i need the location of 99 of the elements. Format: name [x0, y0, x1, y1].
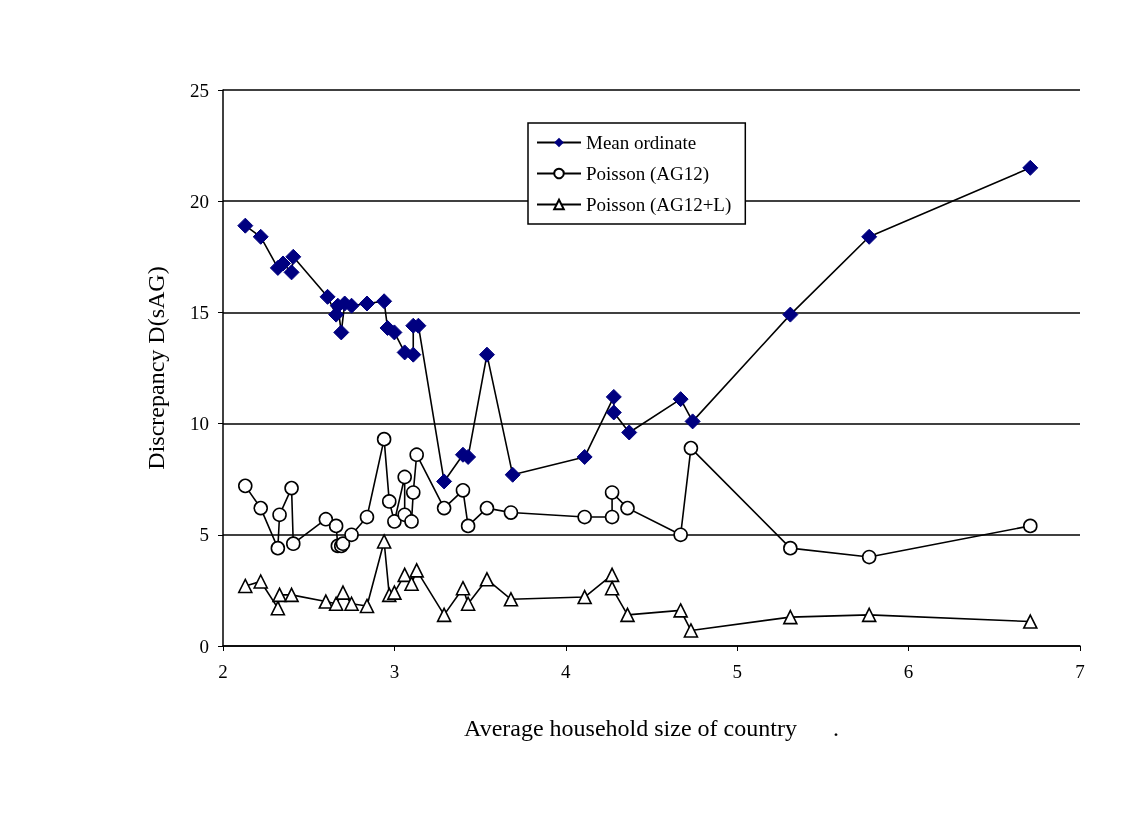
x-tick-label: 3	[389, 661, 400, 682]
point	[405, 485, 421, 500]
point	[359, 509, 375, 525]
point	[577, 589, 592, 605]
point	[376, 293, 393, 310]
point	[237, 578, 253, 594]
point	[436, 500, 452, 516]
y-tick-label: 0	[199, 635, 209, 657]
point	[252, 228, 269, 245]
point	[604, 567, 620, 583]
point	[1022, 159, 1039, 176]
point	[460, 596, 476, 612]
point	[684, 413, 701, 430]
legend-label: Poisson (AG12)	[586, 163, 709, 185]
point	[409, 447, 424, 463]
point	[284, 480, 299, 496]
y-tick-label: 5	[199, 524, 209, 546]
point	[285, 248, 302, 265]
point	[328, 596, 344, 612]
x-tick-label: 7	[1075, 661, 1085, 682]
point	[455, 483, 471, 498]
point	[479, 500, 495, 516]
point	[1023, 518, 1038, 534]
point	[376, 534, 392, 549]
point	[344, 596, 359, 612]
point	[460, 518, 476, 534]
point	[253, 574, 269, 589]
point	[359, 598, 375, 614]
point	[335, 585, 351, 600]
point	[683, 440, 699, 456]
y-tick-label: 15	[190, 301, 209, 323]
point	[270, 540, 286, 556]
point	[270, 600, 286, 616]
point	[318, 594, 334, 609]
point	[604, 485, 620, 500]
point	[284, 587, 299, 603]
point	[479, 571, 495, 587]
x-tick-label: 6	[903, 661, 914, 682]
point	[620, 500, 635, 516]
point	[576, 448, 593, 465]
point	[683, 623, 699, 638]
point	[577, 509, 592, 525]
point	[358, 295, 375, 312]
point	[397, 469, 412, 485]
point	[605, 388, 622, 405]
point	[272, 507, 287, 523]
x-axis-title: Average household size of country .	[464, 715, 839, 741]
point	[387, 585, 402, 600]
point	[397, 567, 412, 583]
point	[237, 217, 254, 234]
point	[409, 563, 424, 578]
point	[272, 587, 287, 603]
point	[436, 607, 452, 623]
point	[455, 580, 471, 596]
point	[1022, 614, 1038, 629]
point	[783, 609, 798, 625]
point	[861, 228, 878, 245]
point	[344, 527, 359, 543]
point	[621, 424, 638, 441]
point	[620, 607, 635, 623]
point	[285, 536, 301, 551]
point	[605, 404, 622, 421]
point	[504, 466, 521, 483]
point	[673, 527, 688, 543]
point	[503, 505, 519, 520]
point	[782, 306, 799, 323]
point	[318, 511, 334, 527]
point	[328, 518, 344, 534]
x-tick-label: 5	[732, 661, 742, 682]
point	[274, 255, 291, 272]
point	[604, 509, 620, 525]
y-tick-label: 20	[190, 190, 209, 212]
point	[253, 500, 269, 516]
point	[783, 540, 798, 556]
point	[861, 607, 877, 623]
point	[861, 549, 877, 565]
point	[283, 264, 300, 281]
point	[503, 592, 519, 607]
point	[672, 391, 689, 408]
point	[604, 580, 620, 596]
point	[404, 576, 419, 592]
y-tick-label: 25	[190, 79, 209, 101]
legend-label: Mean ordinate	[586, 132, 697, 153]
point	[376, 431, 392, 447]
point	[319, 288, 336, 305]
legend-label: Poisson (AG12+L)	[586, 194, 732, 216]
point	[478, 346, 495, 363]
x-tick-label: 4	[561, 661, 572, 682]
point	[404, 514, 419, 529]
point	[333, 324, 350, 341]
y-axis-title: Discrepancy D(sAG)	[143, 266, 169, 470]
point	[405, 346, 422, 363]
point	[238, 478, 253, 494]
y-tick-label: 10	[190, 413, 209, 435]
x-tick-label: 2	[218, 661, 228, 682]
point	[387, 514, 402, 529]
point	[436, 473, 453, 490]
point	[673, 603, 688, 618]
point	[381, 494, 397, 509]
